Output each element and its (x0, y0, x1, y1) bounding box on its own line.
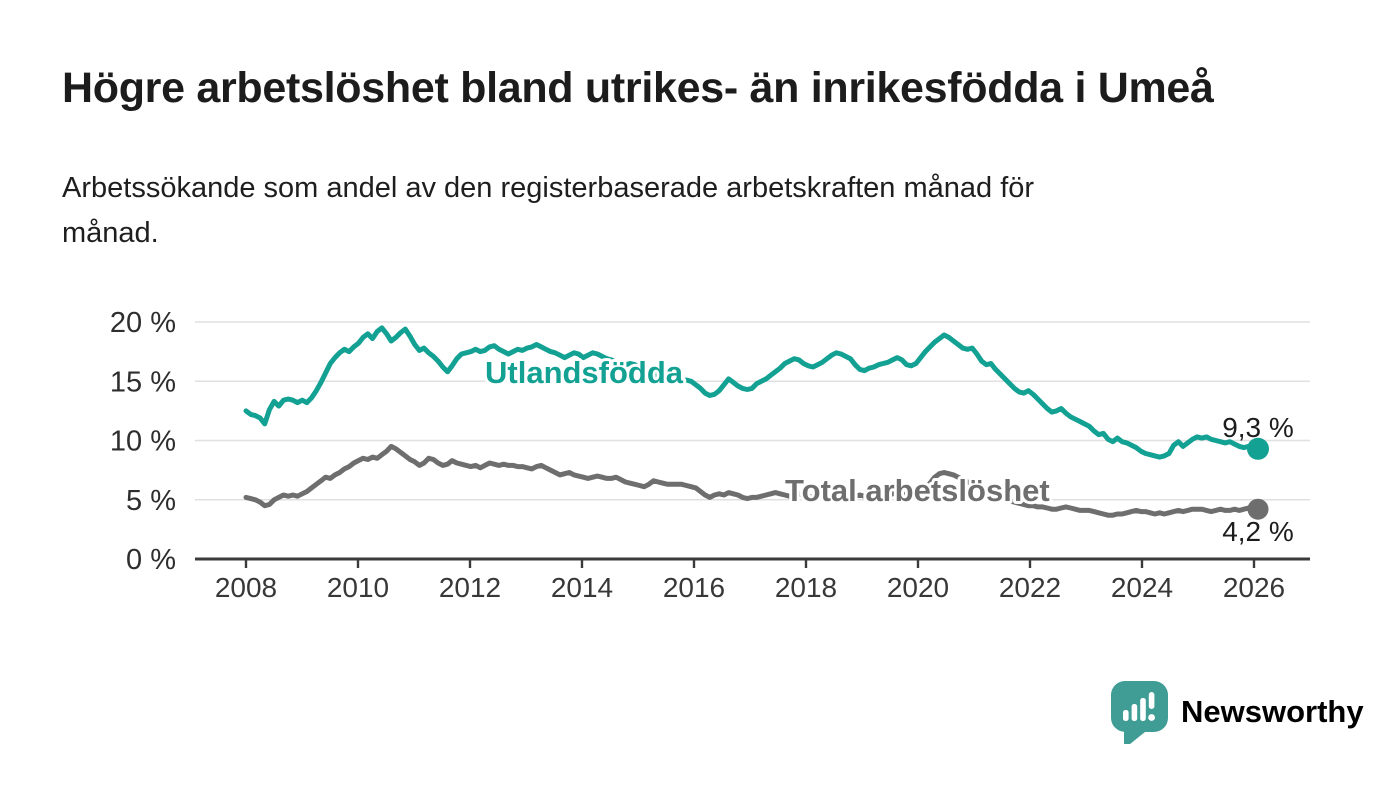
series-end-dots (1247, 437, 1269, 520)
line-chart: 0 %5 %10 %15 %20 % 2008 2010 2012 2014 2016 2… (110, 307, 1310, 603)
end-value-total-arbetsloshet: 4,2 % (1222, 516, 1294, 547)
y-tick-label: 5 % (126, 485, 176, 517)
gridlines (195, 321, 1310, 501)
x-tick-label: 2026 (1223, 572, 1285, 603)
series-line-utlandsfodda (243, 325, 1261, 460)
chart-subtitle: Arbetssökande som andel av den registerb… (62, 172, 1035, 249)
series-label-total-arbetsloshet: Total arbetslöshet (785, 473, 1050, 508)
y-axis-labels: 0 % 5 % 10 % 15 % 20 % (110, 307, 176, 576)
x-tick-label: 2020 (887, 572, 949, 603)
x-tick-label: 2012 (439, 572, 501, 603)
chart-title: Högre arbetslöshet bland utrikes- än inr… (62, 64, 1214, 112)
x-tick-label: 2008 (215, 572, 277, 603)
series-lines (243, 325, 1261, 518)
x-tick-label: 2022 (999, 572, 1061, 603)
y-tick-label: 15 % (110, 366, 176, 398)
series-line-total (243, 443, 1261, 518)
x-tick-label: 2010 (327, 572, 389, 603)
x-tick-label: 2014 (551, 572, 613, 603)
newsworthy-logo-text: Newsworthy (1181, 694, 1364, 729)
y-tick-label: 20 % (110, 307, 176, 339)
end-dot-total (1247, 498, 1269, 520)
y-tick-label: 10 % (110, 426, 176, 458)
x-tick-label: 2016 (663, 572, 725, 603)
newsworthy-logo: Newsworthy (1110, 680, 1364, 744)
end-value-utlandsfodda: 9,3 % (1222, 412, 1294, 443)
newsworthy-logo-icon (1111, 681, 1168, 744)
x-tick-label: 2018 (775, 572, 837, 603)
end-dot-utlandsfodda (1247, 437, 1269, 460)
series-label-utlandsfodda: Utlandsfödda (485, 355, 684, 390)
x-axis-labels: 2008 2010 2012 2014 2016 2018 2020 2022 2024 2026 (215, 572, 1285, 603)
x-axis (195, 557, 1310, 568)
y-tick-label: 0 % (126, 544, 176, 576)
x-tick-label: 2024 (1111, 572, 1173, 603)
